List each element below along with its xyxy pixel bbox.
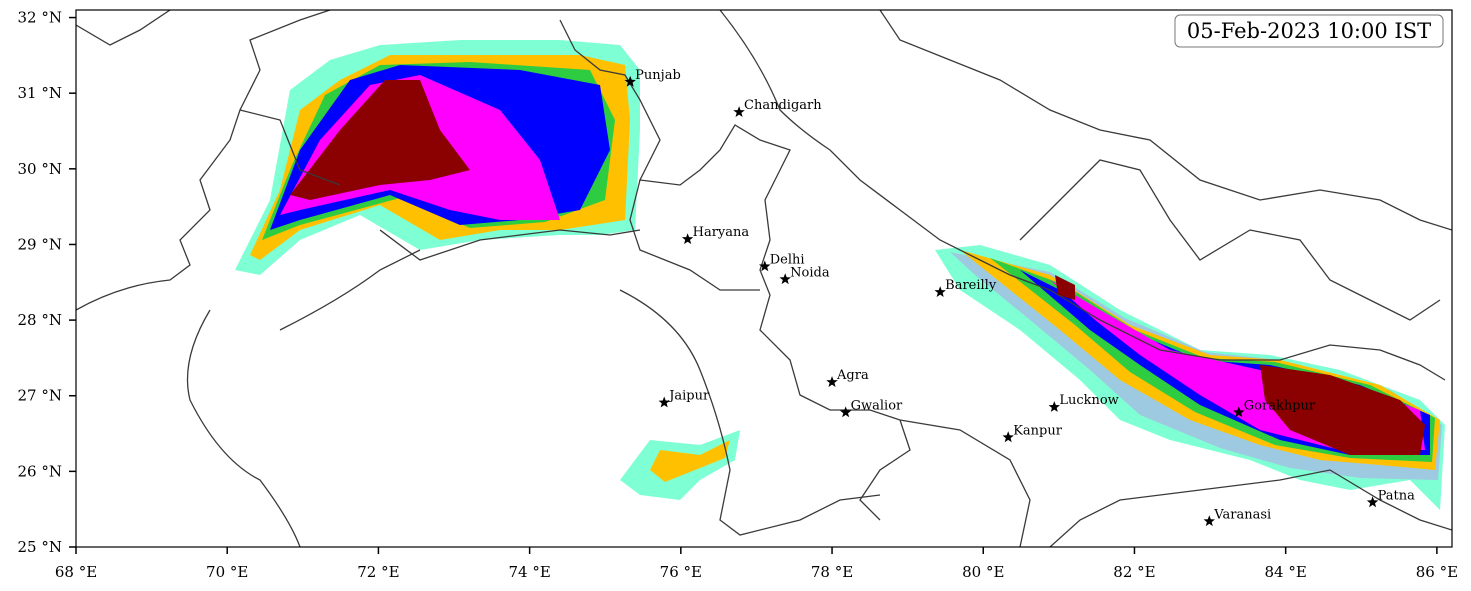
city-marker <box>733 106 745 117</box>
city-marker <box>759 260 771 272</box>
city-label: Gwalior <box>851 398 903 413</box>
boundaries <box>76 10 1452 547</box>
x-tick-label: 78 °E <box>811 563 853 581</box>
y-tick-label: 31 °N <box>18 84 62 102</box>
city-label: Gorakhpur <box>1244 398 1316 413</box>
city-marker <box>1203 515 1215 527</box>
title: 05-Feb-2023 10:00 IST <box>1187 19 1431 43</box>
city-marker <box>779 273 791 285</box>
city-label: Patna <box>1378 488 1416 503</box>
x-tick-label: 68 °E <box>55 563 97 581</box>
city-marker <box>826 376 838 387</box>
x-tick-label: 76 °E <box>660 563 702 581</box>
city-label: Noida <box>790 265 830 280</box>
y-tick-label: 32 °N <box>18 9 62 27</box>
y-tick-label: 30 °N <box>18 160 62 178</box>
x-tick-label: 86 °E <box>1416 563 1458 581</box>
city-marker <box>1366 496 1379 508</box>
city-marker <box>1002 431 1014 443</box>
x-tick-label: 80 °E <box>962 563 1004 581</box>
city-marker <box>658 396 670 408</box>
city-marker <box>1048 401 1060 412</box>
city-label: Delhi <box>770 252 805 267</box>
y-tick-label: 26 °N <box>18 462 62 480</box>
city-label: Haryana <box>693 225 750 240</box>
city-label: Bareilly <box>945 278 997 293</box>
city-label: Agra <box>836 368 869 383</box>
city-label: Chandigarh <box>744 98 822 113</box>
x-tick-label: 72 °E <box>357 563 399 581</box>
x-tick-label: 74 °E <box>508 563 550 581</box>
city-label: Lucknow <box>1059 393 1119 408</box>
city-label: Kanpur <box>1013 423 1063 438</box>
x-tick-label: 82 °E <box>1113 563 1155 581</box>
y-tick-label: 28 °N <box>18 311 62 329</box>
city-marker <box>1233 406 1245 418</box>
x-tick-label: 70 °E <box>206 563 248 581</box>
city-label: Jaipur <box>667 389 710 404</box>
plot-frame <box>75 9 1453 548</box>
y-tick-label: 27 °N <box>18 387 62 405</box>
city-label: Punjab <box>635 68 681 83</box>
city-label: Varanasi <box>1213 507 1271 522</box>
y-tick-label: 25 °N <box>18 538 62 556</box>
city-marker <box>681 233 694 244</box>
y-tick-label: 29 °N <box>18 235 62 253</box>
x-tick-label: 84 °E <box>1265 563 1307 581</box>
title-box <box>1174 14 1444 48</box>
city-marker <box>624 75 636 87</box>
rain-field <box>235 40 1445 510</box>
city-marker <box>934 286 946 297</box>
city-marker <box>839 406 852 418</box>
